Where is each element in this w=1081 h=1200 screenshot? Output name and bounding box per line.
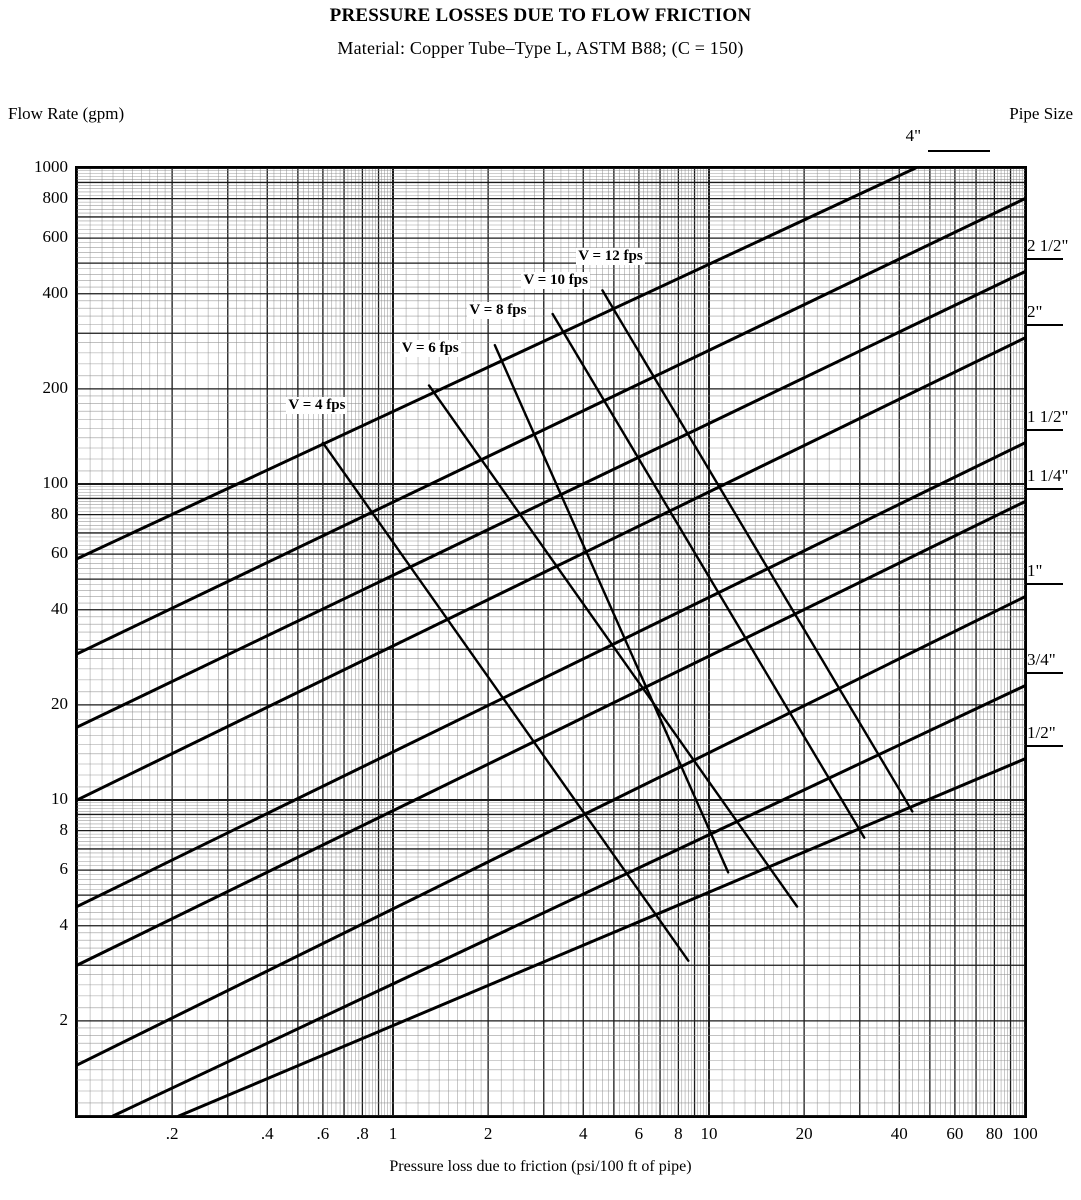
y-tick-label: 4 [59,914,69,934]
velocity-line-label: V = 8 fps [467,302,529,320]
x-tick-label: 10 [700,1124,718,1143]
pipe-size-label: 2 1/2" [1027,235,1069,255]
x-tick-label: 20 [795,1124,813,1143]
pipe-size-label: 1 1/2" [1027,406,1069,426]
y-axis-caption: Flow Rate (gpm) [8,104,125,123]
plot-area [75,166,1027,1118]
x-tick-label: .4 [260,1124,274,1143]
pipe-size-label: 1" [1027,560,1043,580]
y-tick-label: 100 [42,473,69,492]
x-tick-label: .2 [165,1124,179,1143]
x-tick-label: 1 [388,1124,398,1143]
y-tick-label: 6 [59,859,69,879]
pipe-size-label: 1 1/4" [1027,465,1069,485]
y-tick-label: 2 [59,1009,69,1029]
y-tick-label: 80 [51,503,68,523]
x-tick-label: 8 [674,1124,683,1143]
x-tick-label: .8 [356,1124,369,1143]
velocity-line-label: V = 4 fps [286,397,348,415]
y-tick-label: 800 [42,187,69,207]
x-tick-label: 2 [483,1124,493,1143]
pipe-size-leader [1025,487,1063,490]
x-axis-caption: Pressure loss due to friction (psi/100 f… [389,1158,692,1175]
pipe-size-label: 1/2" [1027,722,1056,742]
x-tick-label: 60 [946,1124,964,1143]
velocity-line-label: V = 12 fps [576,247,645,265]
pipe-size-label: 2" [1027,301,1043,321]
y-tick-label: 8 [59,819,69,839]
pipe-size-label: 4" [905,126,922,145]
page-subtitle: Material: Copper Tube–Type L, ASTM B88; … [337,38,744,58]
pipe-size-leader [1025,428,1063,431]
log-log-grid [77,168,1025,1116]
y-tick-label: 40 [51,598,68,618]
x-tick-label: 80 [985,1124,1003,1143]
y-tick-label: 400 [42,282,69,302]
y-tick-label: 60 [51,543,68,563]
pipe-size-caption: Pipe Size [1009,104,1073,123]
pipe-size-label: 3/4" [1027,649,1056,669]
pipe-size-leader [1025,744,1063,747]
velocity-line-label: V = 6 fps [399,340,461,358]
y-tick-label: 600 [42,227,69,247]
x-tick-label: .6 [316,1124,330,1143]
pipe-size-leader [927,150,990,152]
x-tick-label: 100 [1012,1124,1038,1143]
y-tick-label: 20 [51,693,68,713]
x-tick-label: 40 [890,1124,908,1143]
velocity-line-label: V = 10 fps [521,271,590,289]
chart-curves [77,168,1025,1116]
pipe-size-leader [1025,323,1063,326]
pipe-size-leader [1025,582,1063,585]
pipe-size-leader [1025,671,1063,674]
x-tick-label: 4 [579,1124,588,1143]
y-tick-label: 200 [42,377,69,397]
y-tick-label: 10 [51,789,68,808]
y-tick-label: 1000 [34,157,68,176]
pipe-size-leader [1025,257,1063,260]
page-title: PRESSURE LOSSES DUE TO FLOW FRICTION [329,5,752,26]
x-tick-label: 6 [634,1124,644,1143]
